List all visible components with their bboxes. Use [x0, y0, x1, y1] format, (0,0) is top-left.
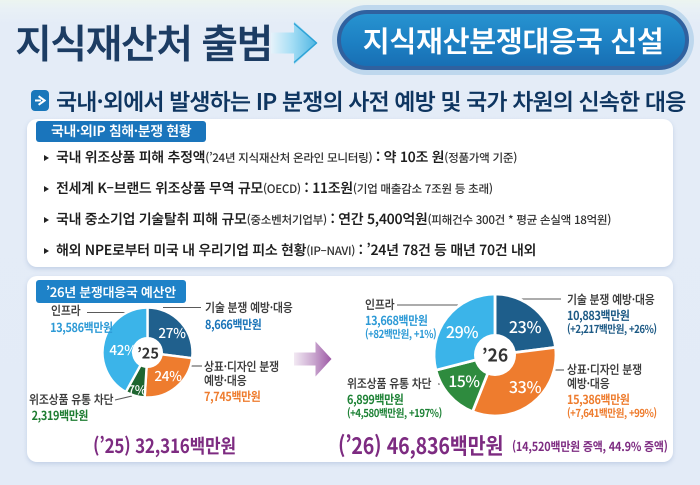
status-item-label-note: (OECD) [262, 181, 301, 197]
status-item-separator: : [300, 178, 313, 198]
total-2026: (’26) 46,836백만원 [338, 429, 504, 461]
pie-slice [493, 292, 557, 357]
pie-2026-pct-counterfeit: 15% [448, 370, 480, 392]
label-name: 인프라 [51, 300, 81, 319]
label-name: 상표·디자인 분쟁 예방·대응 [567, 359, 642, 392]
label-2025-trademark: 상표·디자인 분쟁 예방·대응 7,745백만원 [204, 359, 293, 403]
label-2026-trademark: 상표·디자인 분쟁 예방·대응 15,386백만원 (+7,641백만원, +9… [567, 359, 657, 421]
status-item: 국내 위조상품 피해 추정액(’24년 지식재산처 온라인 모니터링) : 약 … [44, 149, 517, 166]
status-item-label: 국내 위조상품 피해 추정액 [56, 147, 206, 167]
label-2025-infra: 인프라 13,586백만원 [50, 300, 113, 336]
pie-2026-center-label: ’26 [481, 342, 509, 368]
label-2026-counterfeit: 위조상품 유통 차단 6,899백만원 (+4,580백만원, +197%) [347, 376, 442, 420]
donut-hole [132, 337, 163, 368]
label-name: 기술 분쟁 예방·대응 [205, 297, 293, 316]
donut-hole [474, 334, 516, 376]
increase-arrow-icon [294, 341, 332, 377]
label-name: 기술 분쟁 예방·대응 [567, 289, 655, 308]
label-value: 7,745백만원 [204, 386, 261, 405]
bullet-triangle-icon [44, 186, 49, 192]
status-item-label-note: (’24년 지식재산처 온라인 모니터링) [205, 150, 373, 166]
label-name: 상표·디자인 분쟁 예방·대응 [204, 356, 279, 389]
status-item-label: 전세계 K–브랜드 위조상품 무역 규모 [56, 178, 263, 198]
pie-2026-pct-infra: 29% [445, 319, 479, 343]
total-2025: (’25) 32,316백만원 [93, 430, 236, 459]
new-bureau-badge: 지식재산분쟁대응국 신설 [337, 10, 689, 70]
label-2025-counterfeit: 위조상품 유통 차단 2,319백만원 [29, 389, 114, 424]
page-title: 지식재산처 출범 [15, 12, 273, 70]
bullet-triangle-icon [44, 155, 49, 161]
label-value: 13,586백만원 [50, 316, 113, 336]
label-value: 10,883백만원 [567, 304, 630, 324]
label-2025-tech: 기술 분쟁 예방·대응 8,666백만원 [205, 300, 293, 331]
pie-2025-pct-trademark: 24% [154, 365, 182, 385]
status-item-separator: : [355, 240, 367, 260]
status-item-separator: : [326, 209, 339, 229]
label-name: 위조상품 유통 차단 [29, 389, 114, 408]
label-value: 6,899백만원 [347, 388, 404, 408]
status-item-value-note: (피해건수 300건 * 평균 손실액 18억원) [427, 212, 612, 228]
status-item-value: ’24년 78건 등 매년 70건 내외 [366, 240, 537, 260]
budget-box-tab: ’26년 분쟁대응국 예산안 [36, 280, 186, 303]
pie-slice [101, 306, 149, 394]
pie-2025-pct-counterfeit: 7% [127, 379, 147, 399]
status-item-label-note: (중소벤처기업부) [246, 212, 328, 228]
status-box [27, 119, 673, 267]
label-delta: (+82백만원, +1%) [365, 326, 437, 342]
arrow-right-icon [31, 90, 49, 111]
status-item-label: 국내 중소기업 기술탈취 피해 규모 [56, 209, 247, 229]
status-item-separator: : [372, 147, 384, 167]
status-item: 전세계 K–브랜드 위조상품 무역 규모(OECD) : 11조원(기업 매출감… [44, 180, 493, 197]
label-delta: (+4,580백만원, +197%) [347, 405, 442, 421]
label-2026-infra: 인프라 13,668백만원 (+82백만원, +1%) [365, 294, 437, 342]
status-item-value-note: (기업 매출감소 7조원 등 초래) [352, 181, 493, 197]
pie-2025-pct-infra: 42% [109, 339, 137, 359]
status-box-tab: 국내·외IP 침해·분쟁 현황 [36, 121, 207, 142]
label-value: 13,668백만원 [365, 309, 428, 329]
pie-2025-center-label: ’25 [137, 342, 159, 364]
pie-2025-pct-tech: 27% [158, 322, 186, 342]
label-value: 8,666백만원 [205, 313, 262, 333]
pie-2026-pct-trademark: 33% [508, 374, 542, 398]
status-item-value-note: (정품가액 기준) [444, 150, 518, 166]
label-value: 15,386백만원 [567, 388, 630, 408]
subtitle-text: 국내·외에서 발생하는 IP 분쟁의 사전 예방 및 국가 차원의 신속한 대응 [56, 83, 686, 117]
label-value: 2,319백만원 [31, 405, 89, 424]
status-item-value: 11조원 [312, 178, 353, 198]
total-2026-note: (14,520백만원 증액, 44.9% 증액) [512, 436, 668, 455]
pie-2026-pct-tech: 23% [508, 314, 542, 338]
status-item-label-note: (IP–NAVI) [306, 243, 356, 259]
label-delta: (+7,641백만원, +99%) [567, 405, 657, 421]
label-name: 위조상품 유통 차단 [347, 373, 432, 392]
pie-chart-2026 [432, 292, 558, 418]
bullet-triangle-icon [44, 248, 49, 254]
label-delta: (+2,217백만원, +26%) [567, 321, 657, 337]
label-name: 인프라 [365, 294, 395, 313]
status-item: 해외 NPE로부터 미국 내 우리기업 피소 현황(IP–NAVI) : ’24… [44, 242, 536, 259]
bullet-triangle-icon [44, 217, 49, 223]
status-item-value: 연간 5,400억원 [338, 209, 428, 229]
status-item-value: 약 10조 원 [383, 147, 445, 167]
pie-chart-2025 [101, 306, 194, 399]
status-item: 국내 중소기업 기술탈취 피해 규모(중소벤처기업부) : 연간 5,400억원… [44, 211, 611, 228]
status-item-label: 해외 NPE로부터 미국 내 우리기업 피소 현황 [56, 240, 307, 260]
title-arrow-icon [271, 21, 318, 65]
label-2026-tech: 기술 분쟁 예방·대응 10,883백만원 (+2,217백만원, +26%) [567, 292, 657, 336]
